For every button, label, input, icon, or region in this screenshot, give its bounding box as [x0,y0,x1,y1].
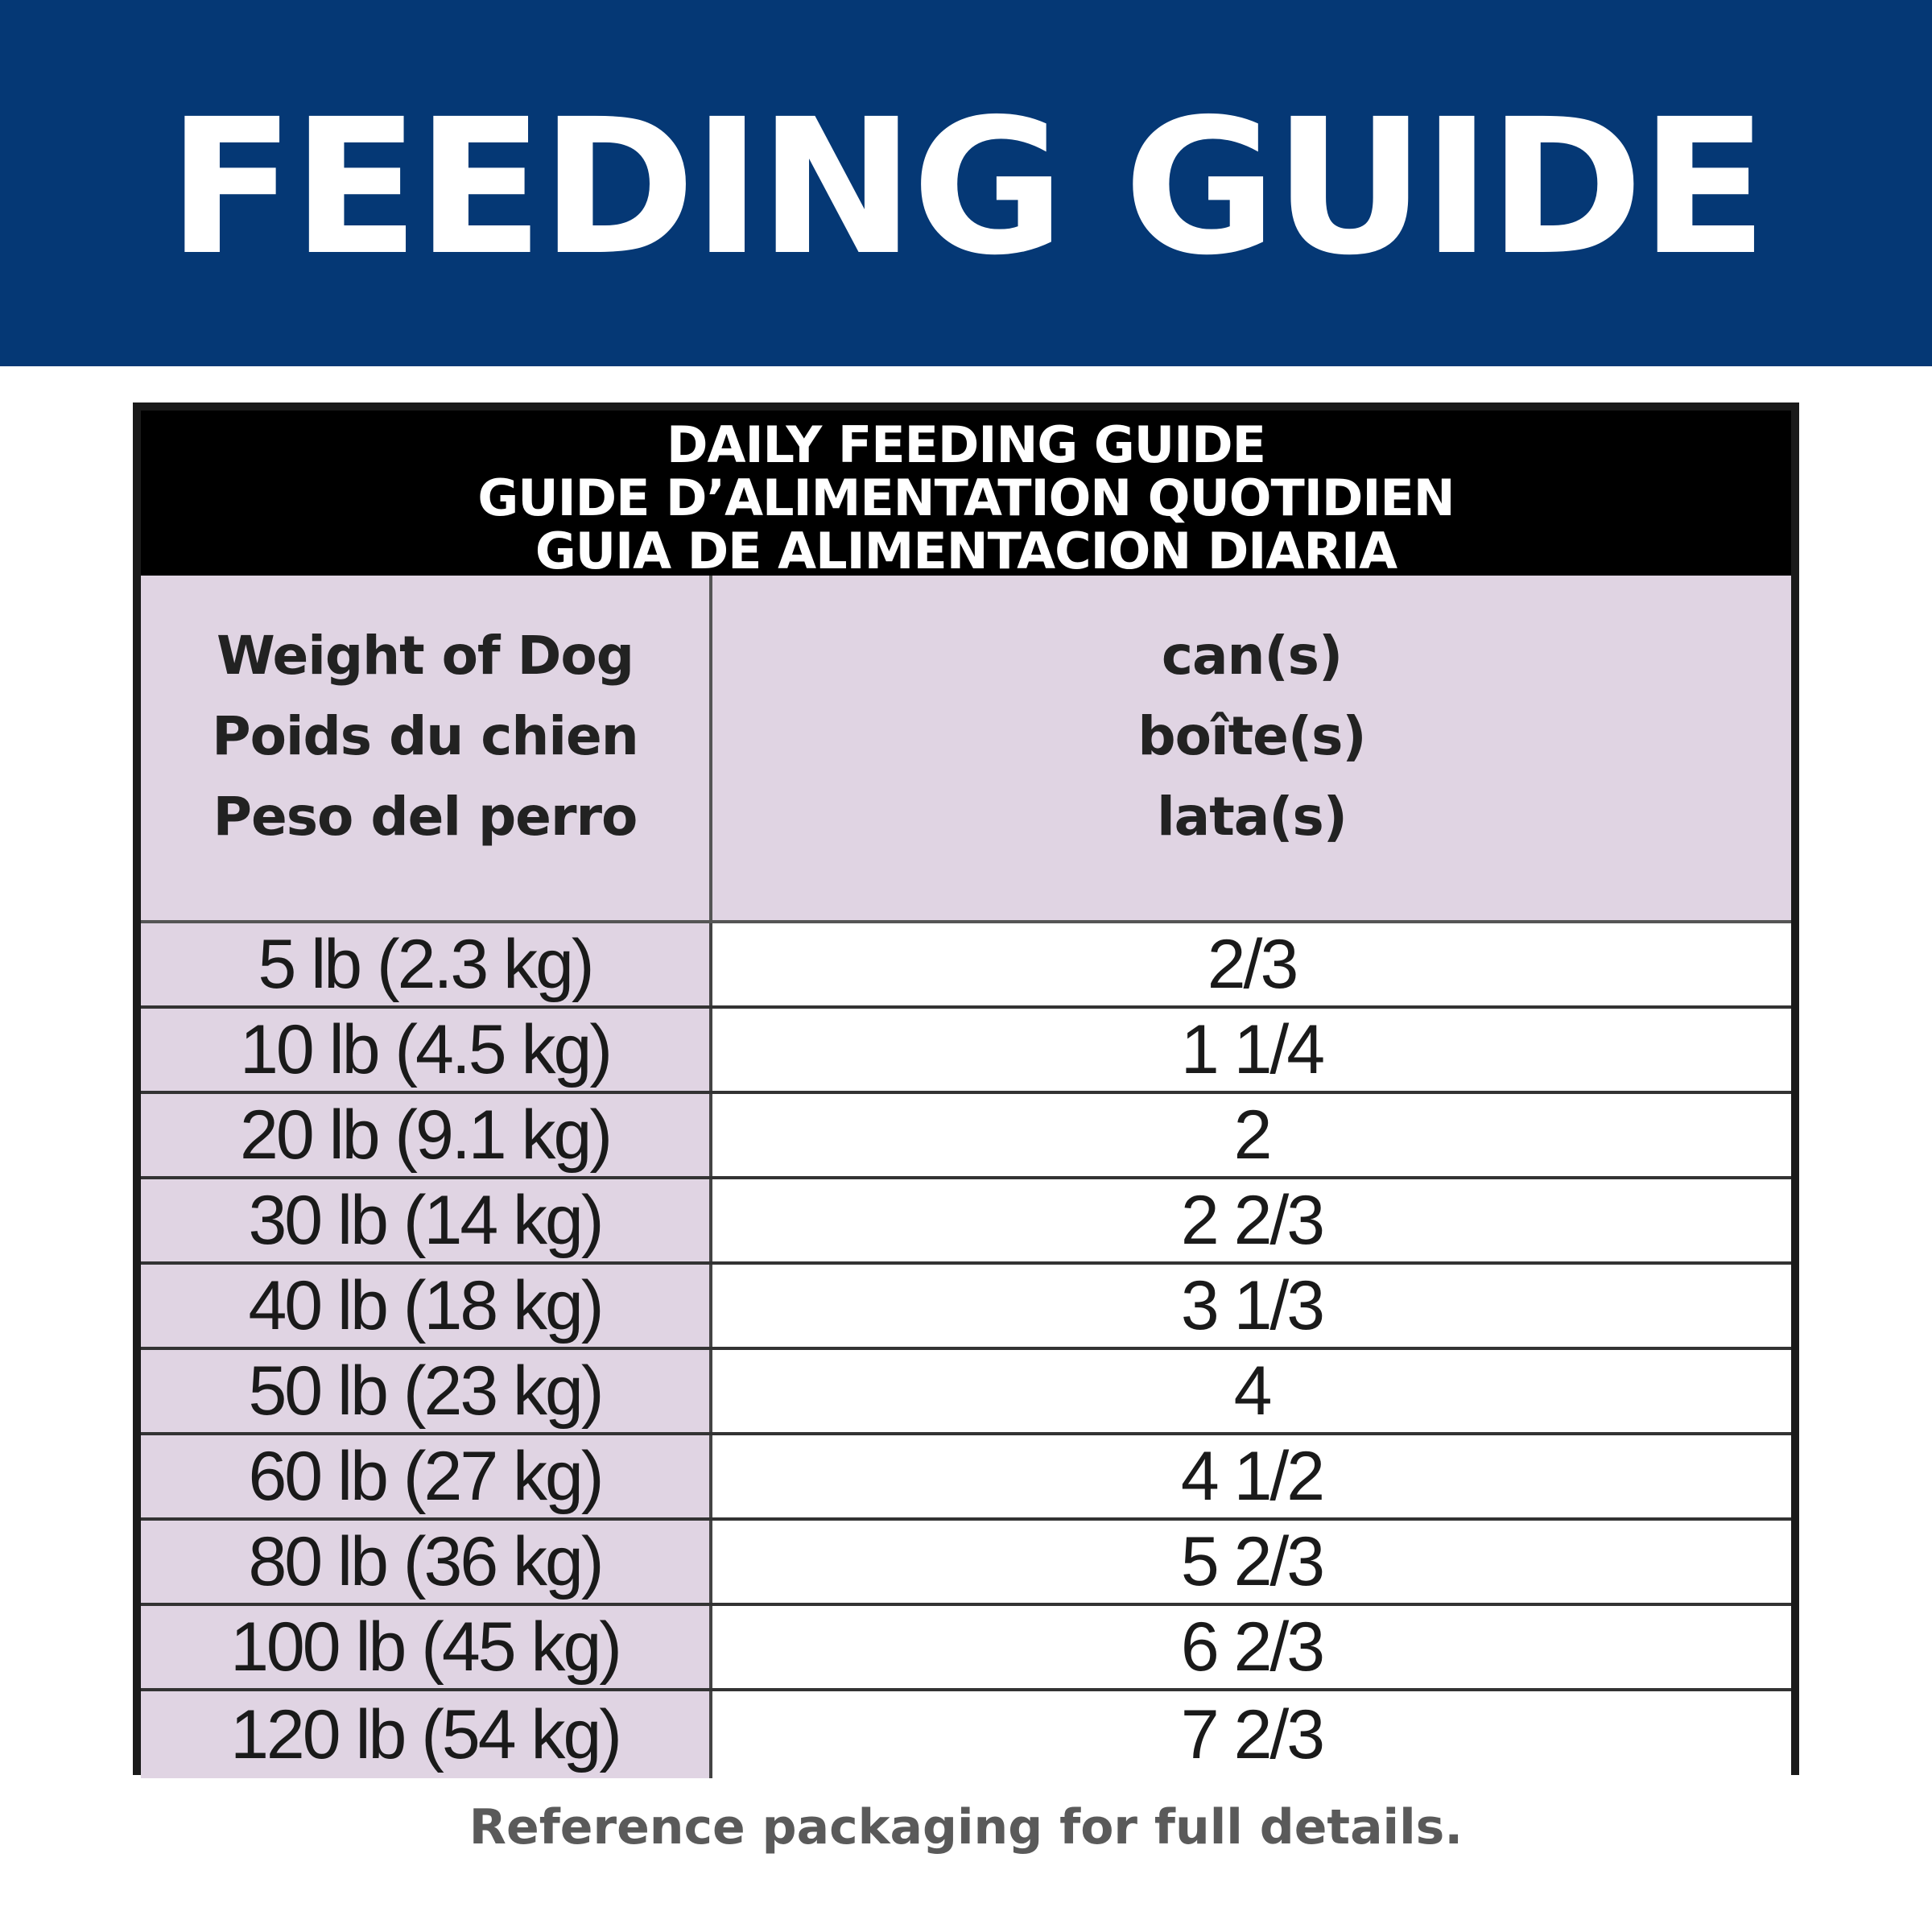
table-row: 50 lb (23 kg) 4 [141,1350,1791,1435]
weight-header-english: Weight of Dog [217,625,634,687]
table-row: 60 lb (27 kg) 4 1/2 [141,1435,1791,1521]
table-row: 120 lb (54 kg) 7 2/3 [141,1691,1791,1778]
cans-cell: 4 1/2 [712,1435,1791,1517]
title-banner: FEEDING GUIDE [0,0,1932,366]
table-row: 30 lb (14 kg) 2 2/3 [141,1179,1791,1265]
cans-cell: 2 2/3 [712,1179,1791,1261]
cans-cell: 3 1/3 [712,1265,1791,1347]
cans-header-spanish: lata(s) [1157,786,1348,848]
table-row: 5 lb (2.3 kg) 2/3 [141,923,1791,1009]
cans-cell: 5 2/3 [712,1521,1791,1603]
weight-column-header: Weight of Dog Poids du chien Peso del pe… [141,576,712,922]
cans-cell: 1 1/4 [712,1009,1791,1091]
cans-column-header: can(s) boîte(s) lata(s) [712,576,1791,922]
weight-cell: 100 lb (45 kg) [141,1606,712,1688]
cans-cell: 2 [712,1094,1791,1176]
footnote: Reference packaging for full details. [469,1799,1463,1856]
weight-cell: 60 lb (27 kg) [141,1435,712,1517]
weight-cell: 5 lb (2.3 kg) [141,923,712,1005]
page-title: FEEDING GUIDE [167,78,1768,296]
table-row: 10 lb (4.5 kg) 1 1/4 [141,1009,1791,1094]
weight-cell: 40 lb (18 kg) [141,1265,712,1347]
weight-cell: 20 lb (9.1 kg) [141,1094,712,1176]
feeding-table: DAILY FEEDING GUIDE GUIDE D’ALIMENTATION… [133,402,1799,1778]
weight-cell: 10 lb (4.5 kg) [141,1009,712,1091]
cans-cell: 7 2/3 [712,1691,1791,1778]
cans-header-french: boîte(s) [1137,705,1366,767]
table-row: 80 lb (36 kg) 5 2/3 [141,1521,1791,1606]
table-body: 5 lb (2.3 kg) 2/3 10 lb (4.5 kg) 1 1/4 2… [141,923,1791,1778]
cans-cell: 2/3 [712,923,1791,1005]
table-row: 100 lb (45 kg) 6 2/3 [141,1606,1791,1691]
weight-header-french: Poids du chien [212,705,639,767]
table-row: 40 lb (18 kg) 3 1/3 [141,1265,1791,1350]
weight-header-spanish: Peso del perro [213,786,638,848]
cans-cell: 6 2/3 [712,1606,1791,1688]
table-title-english: DAILY FEEDING GUIDE [667,415,1266,474]
weight-cell: 80 lb (36 kg) [141,1521,712,1603]
table-title-block: DAILY FEEDING GUIDE GUIDE D’ALIMENTATION… [141,411,1791,580]
weight-cell: 50 lb (23 kg) [141,1350,712,1432]
header-divider [141,920,1791,923]
table-title-french: GUIDE D’ALIMENTATION QUOTIDIEN [477,469,1455,527]
cans-cell: 4 [712,1350,1791,1432]
table-title-spanish: GUIA DE ALIMENTACION DIARIA [535,522,1397,580]
weight-cell: 120 lb (54 kg) [141,1691,712,1778]
weight-cell: 30 lb (14 kg) [141,1179,712,1261]
cans-header-english: can(s) [1161,625,1343,687]
table-row: 20 lb (9.1 kg) 2 [141,1094,1791,1179]
